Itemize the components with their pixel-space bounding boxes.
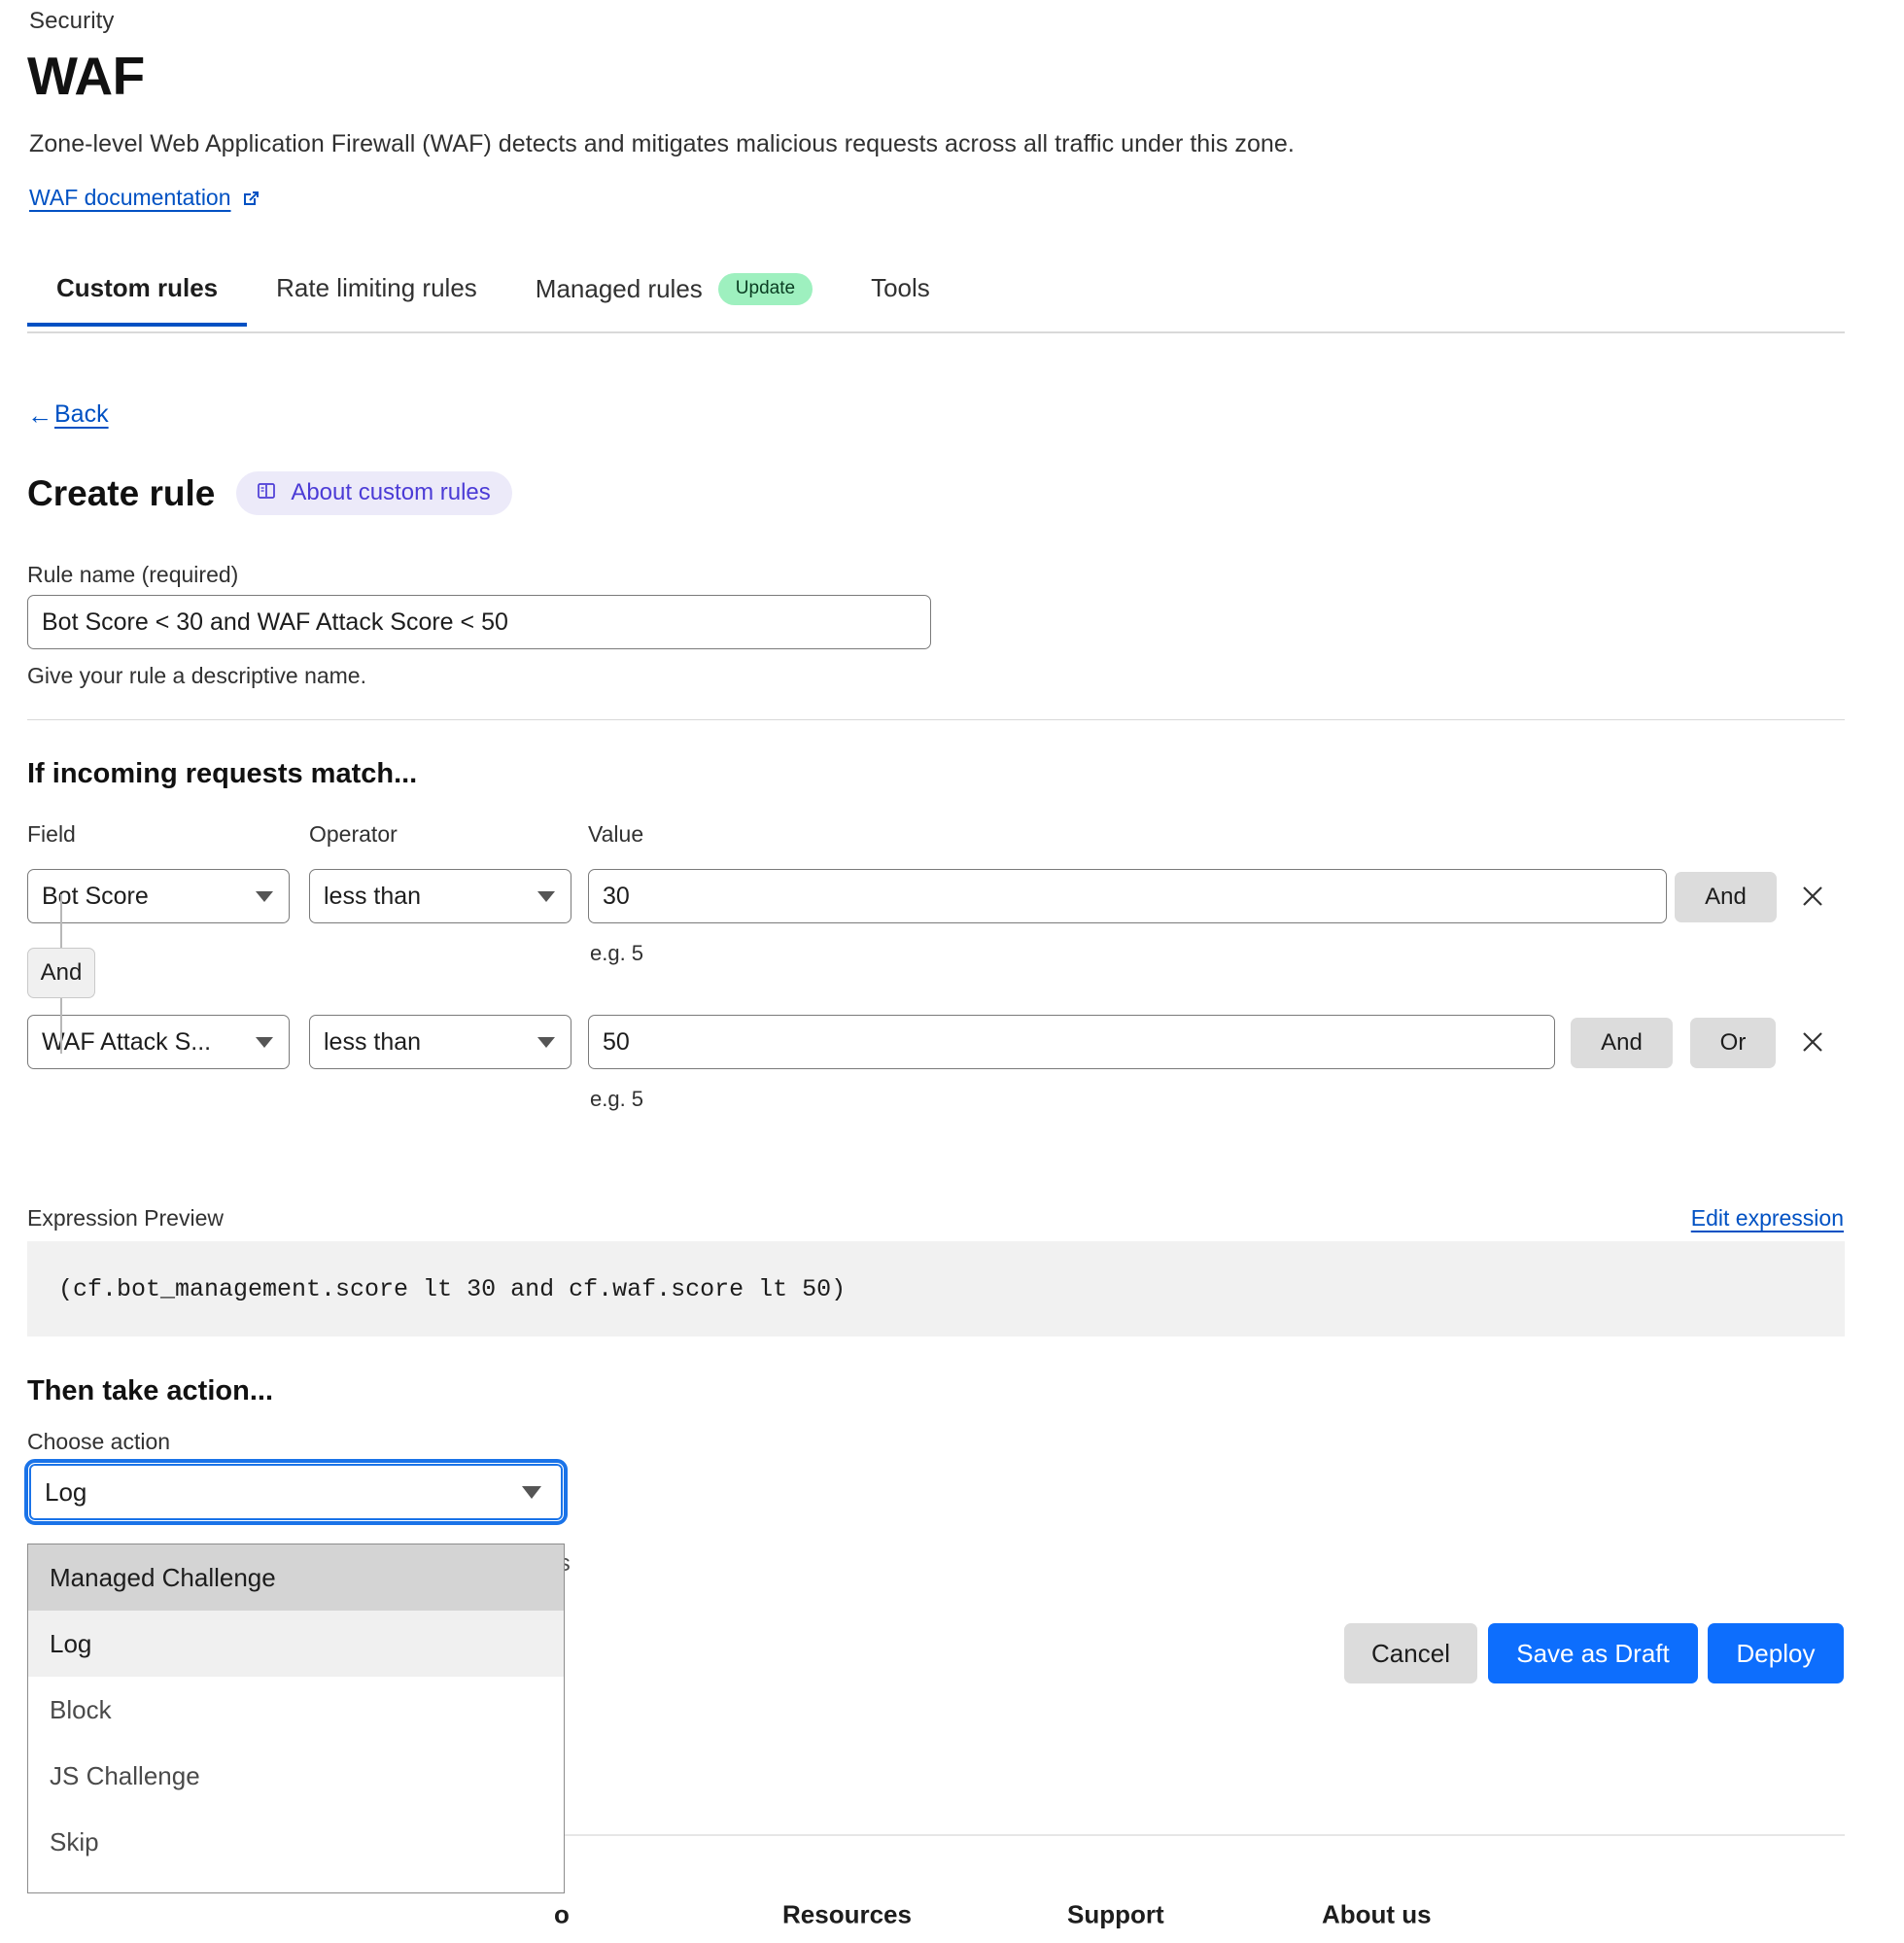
waf-documentation-link[interactable]: WAF documentation [29, 185, 260, 211]
chevron-down-icon [537, 890, 555, 902]
book-icon [256, 480, 277, 506]
footer-column-support[interactable]: Support [1067, 1899, 1164, 1929]
tab-managed-rules-label: Managed rules [535, 274, 703, 303]
remove-condition-row-2[interactable] [1793, 1024, 1832, 1062]
breadcrumb-security: Security [29, 8, 115, 34]
rule-name-input[interactable] [27, 595, 931, 649]
chevron-down-icon [256, 890, 273, 902]
edit-expression-link[interactable]: Edit expression [1690, 1205, 1844, 1231]
value-help-row-2: e.g. 5 [590, 1087, 644, 1111]
choose-action-dropdown: Managed Challenge Log Block JS Challenge… [27, 1544, 565, 1893]
operator-select-row-1[interactable]: less than [309, 869, 571, 923]
dropdown-option-interactive-challenge[interactable]: Interactive Challenge [28, 1875, 564, 1892]
value-input-row-2[interactable] [588, 1015, 1555, 1069]
expression-preview-label: Expression Preview [27, 1205, 224, 1231]
about-custom-rules-label: About custom rules [291, 479, 491, 505]
match-section-title: If incoming requests match... [27, 758, 418, 789]
waf-documentation-label: WAF documentation [29, 185, 231, 210]
choose-action-selected-value: Log [45, 1476, 87, 1507]
operator-select-row-2[interactable]: less than [309, 1015, 571, 1069]
dropdown-option-log[interactable]: Log [28, 1611, 564, 1677]
rule-name-label: Rule name (required) [27, 562, 239, 587]
tab-rate-limiting-rules[interactable]: Rate limiting rules [247, 267, 506, 325]
chevron-down-icon [522, 1485, 541, 1499]
waf-tabs: Custom rules Rate limiting rules Managed… [27, 267, 1845, 333]
tab-managed-rules[interactable]: Managed rules Update [506, 267, 842, 327]
dropdown-option-js-challenge[interactable]: JS Challenge [50, 1760, 200, 1790]
footer-column-1[interactable]: o [554, 1899, 570, 1929]
back-arrow-icon: ← [27, 399, 52, 430]
dropdown-option-block[interactable]: Block [50, 1694, 112, 1724]
remove-condition-row-1[interactable] [1793, 878, 1832, 917]
column-header-operator: Operator [309, 821, 398, 847]
field-select-row-2[interactable]: WAF Attack S... [27, 1015, 290, 1069]
page-title: WAF [27, 46, 145, 106]
save-as-draft-button[interactable]: Save as Draft [1488, 1623, 1698, 1683]
footer-column-resources[interactable]: Resources [782, 1899, 912, 1929]
about-custom-rules-pill[interactable]: About custom rules [236, 471, 512, 515]
operator-select-row-2-value: less than [324, 1027, 422, 1056]
field-select-row-1-value: Bot Score [42, 882, 149, 910]
close-icon [1798, 882, 1827, 914]
back-label: Back [54, 400, 109, 428]
dropdown-option-skip[interactable]: Skip [50, 1826, 99, 1856]
tab-tools-label: Tools [871, 273, 930, 302]
column-header-value: Value [588, 821, 644, 847]
tab-custom-rules-label: Custom rules [56, 273, 219, 302]
group-connector-and[interactable]: And [27, 948, 95, 998]
cancel-button[interactable]: Cancel [1344, 1623, 1477, 1683]
create-rule-header: Create rule About custom rules [27, 471, 512, 515]
column-header-field: Field [27, 821, 76, 847]
back-link[interactable]: ← Back [27, 400, 109, 429]
operator-select-row-1-value: less than [324, 882, 422, 910]
action-section-title: Then take action... [27, 1375, 273, 1406]
rule-name-help: Give your rule a descriptive name. [27, 663, 366, 688]
external-link-icon [241, 189, 260, 208]
and-button-row-2[interactable]: And [1571, 1018, 1673, 1068]
choose-action-select[interactable]: Log [24, 1459, 568, 1525]
expression-preview-code: (cf.bot_management.score lt 30 and cf.wa… [27, 1241, 1845, 1336]
tab-tools[interactable]: Tools [842, 267, 959, 325]
chevron-down-icon [256, 1036, 273, 1048]
or-button-row-2[interactable]: Or [1690, 1018, 1776, 1068]
deploy-button[interactable]: Deploy [1708, 1623, 1844, 1683]
field-select-row-2-value: WAF Attack S... [42, 1027, 212, 1056]
dropdown-option-managed-challenge[interactable]: Managed Challenge [28, 1544, 564, 1611]
footer-column-about-us[interactable]: About us [1322, 1899, 1432, 1929]
connector-line-top [60, 894, 62, 953]
value-help-row-1: e.g. 5 [590, 941, 644, 965]
page-description: Zone-level Web Application Firewall (WAF… [29, 130, 1295, 157]
choose-action-label: Choose action [27, 1429, 171, 1454]
chevron-down-icon [537, 1036, 555, 1048]
close-icon [1798, 1027, 1827, 1059]
managed-rules-update-badge: Update [717, 273, 814, 305]
tab-custom-rules[interactable]: Custom rules [27, 267, 248, 327]
footer-divider [27, 1834, 1845, 1836]
connector-line-bottom [60, 993, 62, 1054]
tab-rate-limiting-rules-label: Rate limiting rules [276, 273, 477, 302]
section-divider-top [27, 719, 1845, 720]
value-input-row-1[interactable] [588, 869, 1667, 923]
and-button-row-1[interactable]: And [1675, 872, 1777, 922]
create-rule-title: Create rule [27, 472, 216, 513]
field-select-row-1[interactable]: Bot Score [27, 869, 290, 923]
